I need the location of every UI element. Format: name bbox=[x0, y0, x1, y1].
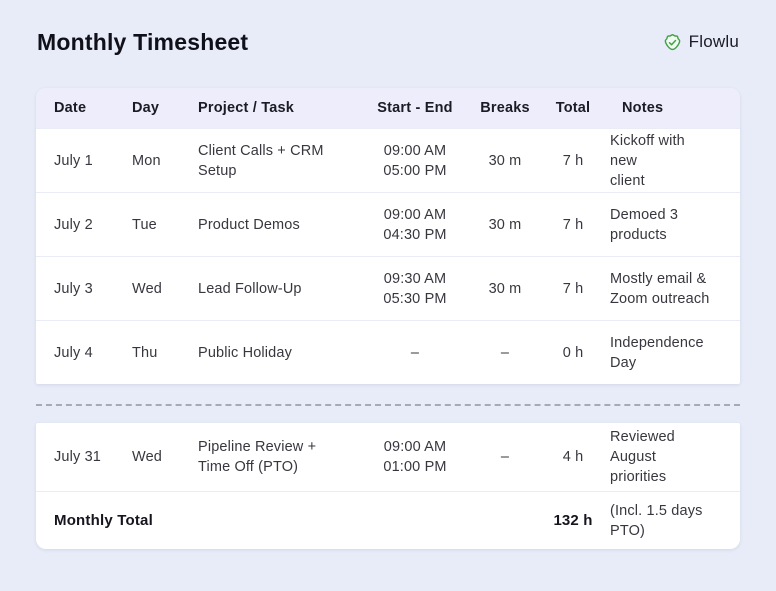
table-row: July 31 Wed Pipeline Review + Time Off (… bbox=[36, 423, 740, 491]
start-time: 09:00 AM bbox=[383, 439, 447, 455]
table-row: July 2 Tue Product Demos 09:00 AM 04:30 … bbox=[36, 192, 740, 256]
cell-project: Public Holiday bbox=[198, 344, 292, 361]
cell-start-end: 09:00 AM 04:30 PM bbox=[366, 205, 464, 245]
verified-shield-check-icon bbox=[663, 33, 682, 52]
cell-notes: Independence Day bbox=[610, 334, 704, 371]
cell-day: Tue bbox=[132, 216, 157, 233]
table-row: July 4 Thu Public Holiday – – 0 h Indepe… bbox=[36, 320, 740, 384]
cell-project: Pipeline Review + Time Off (PTO) bbox=[198, 439, 317, 475]
cell-breaks: 30 m bbox=[488, 152, 522, 169]
start-time: – bbox=[410, 344, 420, 361]
cell-breaks: 30 m bbox=[488, 216, 522, 233]
page-title: Monthly Timesheet bbox=[37, 29, 249, 55]
cell-date: July 1 bbox=[54, 152, 93, 169]
cell-notes: Mostly email & Zoom outreach bbox=[610, 270, 710, 307]
end-time: 04:30 PM bbox=[383, 226, 447, 243]
table-header-row: Date Day Project / Task Start - End Brea… bbox=[36, 88, 740, 128]
col-header-notes: Notes bbox=[622, 100, 664, 116]
cell-breaks: – bbox=[500, 344, 510, 361]
col-header-date: Date bbox=[54, 100, 87, 116]
start-time: 09:00 AM bbox=[383, 142, 447, 159]
timesheet-block-month-end: July 31 Wed Pipeline Review + Time Off (… bbox=[36, 423, 740, 549]
cell-start-end: 09:00 AM 05:00 PM bbox=[366, 141, 464, 181]
cell-total: 7 h bbox=[562, 216, 584, 233]
table-row: July 3 Wed Lead Follow-Up 09:30 AM 05:30… bbox=[36, 256, 740, 320]
monthly-total-hours: 132 h bbox=[553, 511, 593, 529]
timesheet-table: Date Day Project / Task Start - End Brea… bbox=[36, 88, 740, 549]
cell-notes: Reviewed August priorities bbox=[610, 429, 675, 485]
cell-day: Thu bbox=[132, 344, 158, 361]
cell-day: Wed bbox=[132, 280, 163, 297]
end-time: 05:30 PM bbox=[383, 290, 447, 307]
brand-logo[interactable]: Flowlu bbox=[663, 32, 739, 52]
top-bar: Monthly Timesheet Flowlu bbox=[0, 0, 776, 57]
col-header-start-end: Start - End bbox=[377, 100, 453, 116]
cell-project: Lead Follow-Up bbox=[198, 280, 302, 297]
start-time: 09:30 AM bbox=[383, 270, 447, 287]
cell-start-end: – bbox=[366, 343, 464, 363]
timesheet-block-week1: Date Day Project / Task Start - End Brea… bbox=[36, 88, 740, 384]
table-row: July 1 Mon Client Calls + CRM Setup 09:0… bbox=[36, 128, 740, 192]
cell-start-end: 09:30 AM 05:30 PM bbox=[366, 269, 464, 309]
cell-date: July 31 bbox=[54, 449, 101, 465]
end-time: 05:00 PM bbox=[383, 162, 447, 179]
cell-start-end: 09:00 AM 01:00 PM bbox=[366, 437, 464, 477]
cell-project: Product Demos bbox=[198, 216, 300, 233]
month-gap-divider bbox=[36, 404, 740, 406]
cell-total: 7 h bbox=[562, 280, 584, 297]
cell-project: Client Calls + CRM Setup bbox=[198, 142, 324, 179]
end-time: 01:00 PM bbox=[383, 459, 447, 475]
cell-date: July 2 bbox=[54, 216, 93, 233]
cell-total: 0 h bbox=[562, 344, 584, 361]
monthly-total-label: Monthly Total bbox=[54, 511, 153, 529]
cell-day: Mon bbox=[132, 152, 161, 169]
cell-total: 4 h bbox=[562, 449, 584, 465]
cell-notes: Demoed 3 products bbox=[610, 206, 679, 243]
monthly-total-row: Monthly Total 132 h (Incl. 1.5 days PTO) bbox=[36, 491, 740, 549]
col-header-total: Total bbox=[555, 100, 591, 116]
monthly-total-notes: (Incl. 1.5 days PTO) bbox=[610, 502, 703, 539]
cell-date: July 3 bbox=[54, 280, 93, 297]
cell-breaks: – bbox=[500, 449, 510, 465]
cell-date: July 4 bbox=[54, 344, 93, 361]
col-header-day: Day bbox=[132, 100, 160, 116]
cell-notes: Kickoff with new client bbox=[610, 132, 685, 189]
start-time: 09:00 AM bbox=[383, 206, 447, 223]
cell-breaks: 30 m bbox=[488, 280, 522, 297]
col-header-project: Project / Task bbox=[198, 100, 295, 116]
brand-name: Flowlu bbox=[688, 32, 739, 51]
cell-day: Wed bbox=[132, 449, 163, 465]
cell-total: 7 h bbox=[562, 152, 584, 169]
col-header-breaks: Breaks bbox=[480, 100, 530, 116]
